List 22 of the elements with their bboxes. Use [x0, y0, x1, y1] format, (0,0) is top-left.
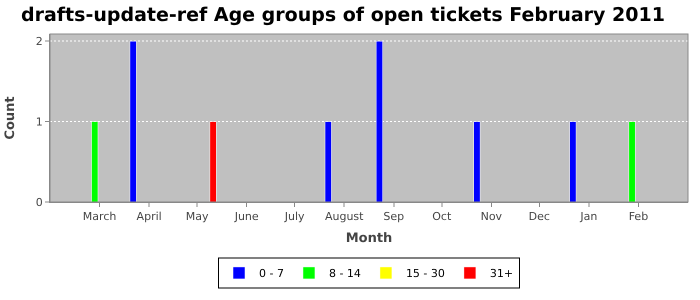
- y-tick-label: 0: [36, 196, 43, 209]
- legend-label: 8 - 14: [328, 267, 361, 280]
- y-tick-label: 1: [36, 115, 43, 128]
- x-tick-label: Oct: [432, 210, 452, 224]
- x-axis-title: Month: [346, 230, 392, 246]
- x-tick-label: Sep: [383, 210, 404, 224]
- legend-label: 0 - 7: [259, 267, 284, 280]
- legend-label: 15 - 30: [406, 267, 445, 280]
- x-tick-label: August: [324, 210, 364, 224]
- x-tick-label: July: [284, 210, 306, 224]
- chart-title: drafts-update-ref Age groups of open tickets February 2011: [21, 4, 665, 26]
- x-tick-label: March: [82, 210, 116, 224]
- y-axis-title: Count: [3, 96, 18, 140]
- x-tick-label: Nov: [480, 210, 503, 224]
- x-tick-label: May: [186, 210, 209, 224]
- y-tick-label: 2: [36, 35, 43, 48]
- legend-label: 31+: [490, 267, 514, 280]
- x-tick-label: Jan: [579, 210, 598, 224]
- x-tick-label: Feb: [628, 210, 648, 224]
- x-tick-label: Dec: [528, 210, 550, 224]
- x-tick-label: April: [136, 210, 162, 224]
- x-tick-label: June: [234, 210, 259, 224]
